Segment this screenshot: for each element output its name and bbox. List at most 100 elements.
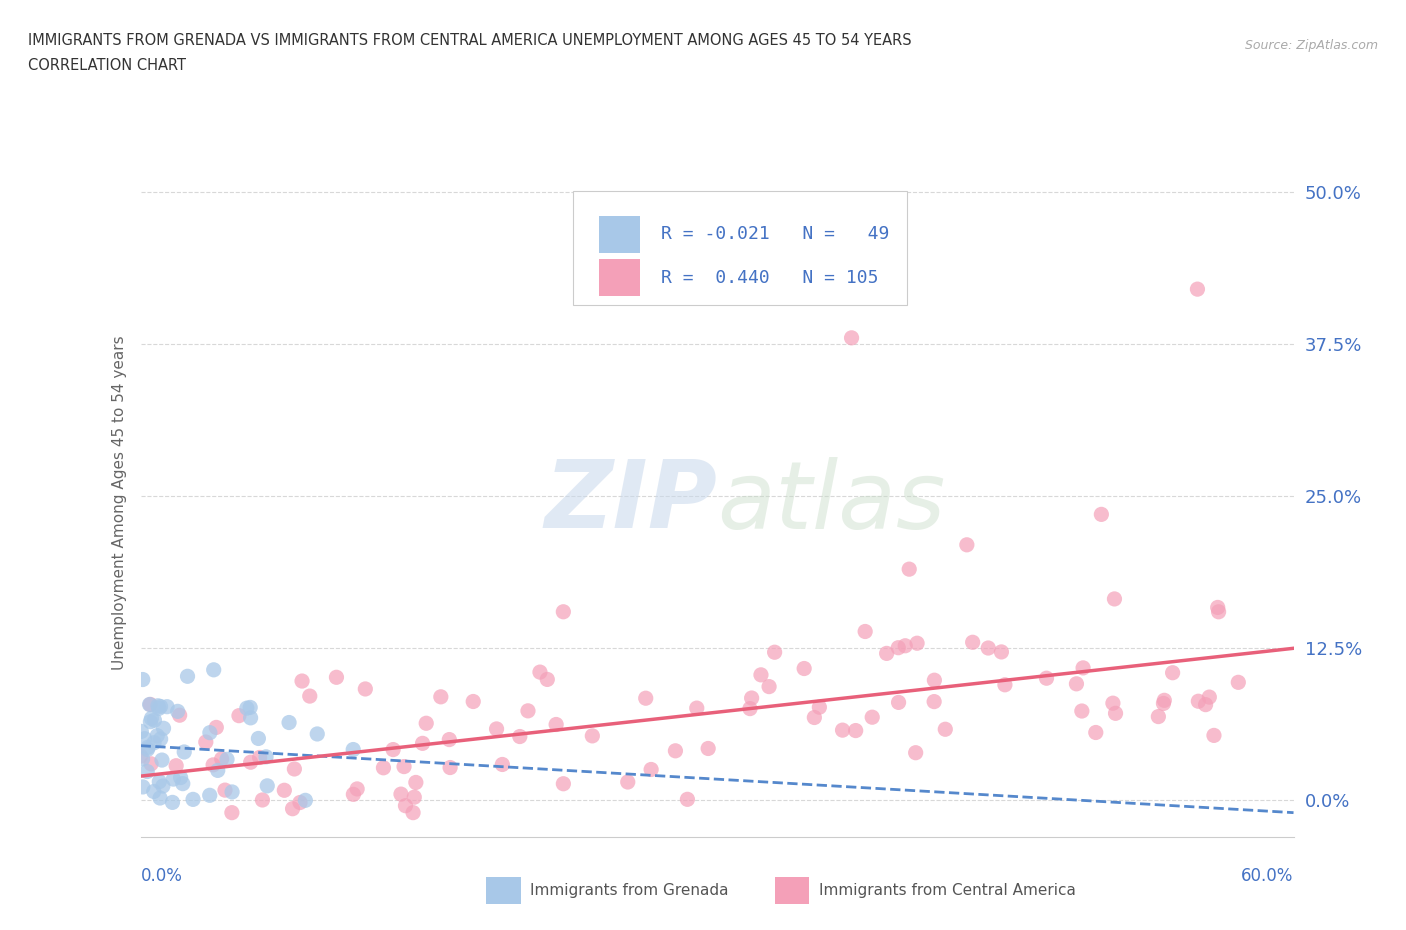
Point — [581, 728, 603, 743]
Point — [149, 732, 172, 747]
Point — [536, 672, 558, 687]
Point — [553, 777, 575, 791]
Point — [131, 724, 153, 738]
Point — [1194, 698, 1216, 712]
Point — [686, 700, 709, 715]
Point — [215, 751, 238, 766]
Point — [758, 679, 780, 694]
Point — [281, 802, 304, 817]
Point — [139, 756, 162, 771]
Point — [138, 697, 160, 711]
Point — [325, 670, 347, 684]
Point — [294, 793, 316, 808]
Point — [129, 749, 152, 764]
Point — [228, 709, 250, 724]
Point — [616, 775, 638, 790]
Point — [143, 712, 166, 727]
Text: Source: ZipAtlas.com: Source: ZipAtlas.com — [1244, 39, 1378, 52]
Point — [517, 703, 540, 718]
FancyBboxPatch shape — [486, 877, 522, 904]
Point — [439, 732, 461, 747]
Point — [553, 604, 575, 619]
Point — [139, 697, 162, 711]
Point — [994, 677, 1017, 692]
Point — [860, 710, 883, 724]
FancyBboxPatch shape — [599, 259, 640, 297]
Point — [152, 778, 174, 793]
Point — [173, 745, 195, 760]
Point — [198, 725, 221, 740]
Point — [346, 781, 368, 796]
Point — [162, 772, 184, 787]
Point — [1187, 694, 1209, 709]
Point — [239, 711, 262, 725]
Point — [156, 699, 179, 714]
Point — [1102, 696, 1125, 711]
Point — [1153, 693, 1175, 708]
Point — [924, 672, 946, 687]
Point — [485, 722, 508, 737]
Point — [288, 795, 311, 810]
Point — [1187, 282, 1209, 297]
Point — [904, 745, 927, 760]
Point — [198, 788, 221, 803]
Point — [962, 635, 984, 650]
Point — [738, 701, 761, 716]
Point — [273, 783, 295, 798]
Point — [239, 755, 262, 770]
Point — [898, 562, 921, 577]
Point — [439, 760, 461, 775]
Text: 0.0%: 0.0% — [141, 868, 183, 885]
Text: Immigrants from Grenada: Immigrants from Grenada — [530, 884, 728, 898]
Text: atlas: atlas — [717, 457, 945, 548]
Point — [239, 700, 262, 715]
Point — [664, 743, 686, 758]
Point — [977, 641, 1000, 656]
Point — [402, 805, 425, 820]
Point — [1070, 704, 1092, 719]
Point — [148, 701, 170, 716]
Point — [254, 750, 277, 764]
Point — [342, 742, 364, 757]
Point — [793, 661, 815, 676]
Point — [853, 624, 876, 639]
Point — [132, 779, 155, 794]
Point — [247, 731, 270, 746]
Point — [640, 762, 662, 777]
Point — [697, 741, 720, 756]
Point — [876, 646, 898, 661]
Point — [211, 751, 233, 766]
Point — [491, 757, 513, 772]
Point — [831, 723, 853, 737]
Point — [463, 694, 485, 709]
Point — [1202, 728, 1225, 743]
Point — [1206, 600, 1229, 615]
Point — [1104, 591, 1126, 606]
Point — [146, 728, 169, 743]
Point — [405, 775, 427, 790]
Point — [803, 711, 825, 725]
Point — [307, 726, 329, 741]
Point — [249, 750, 271, 764]
Point — [148, 774, 170, 789]
Point — [1066, 676, 1088, 691]
Point — [342, 787, 364, 802]
Point — [354, 682, 377, 697]
Point — [181, 792, 204, 807]
Point — [150, 752, 173, 767]
Point — [1152, 696, 1174, 711]
Text: R =  0.440   N = 105: R = 0.440 N = 105 — [661, 269, 879, 286]
Point — [392, 759, 415, 774]
Point — [136, 764, 159, 779]
Point — [146, 698, 169, 713]
Point — [141, 711, 163, 725]
Point — [194, 735, 217, 750]
Point — [1161, 665, 1184, 680]
Point — [131, 751, 153, 766]
Point — [887, 695, 910, 710]
Point — [136, 739, 159, 754]
Point — [1208, 604, 1230, 619]
Point — [412, 736, 434, 751]
Point — [134, 731, 156, 746]
Point — [394, 798, 416, 813]
